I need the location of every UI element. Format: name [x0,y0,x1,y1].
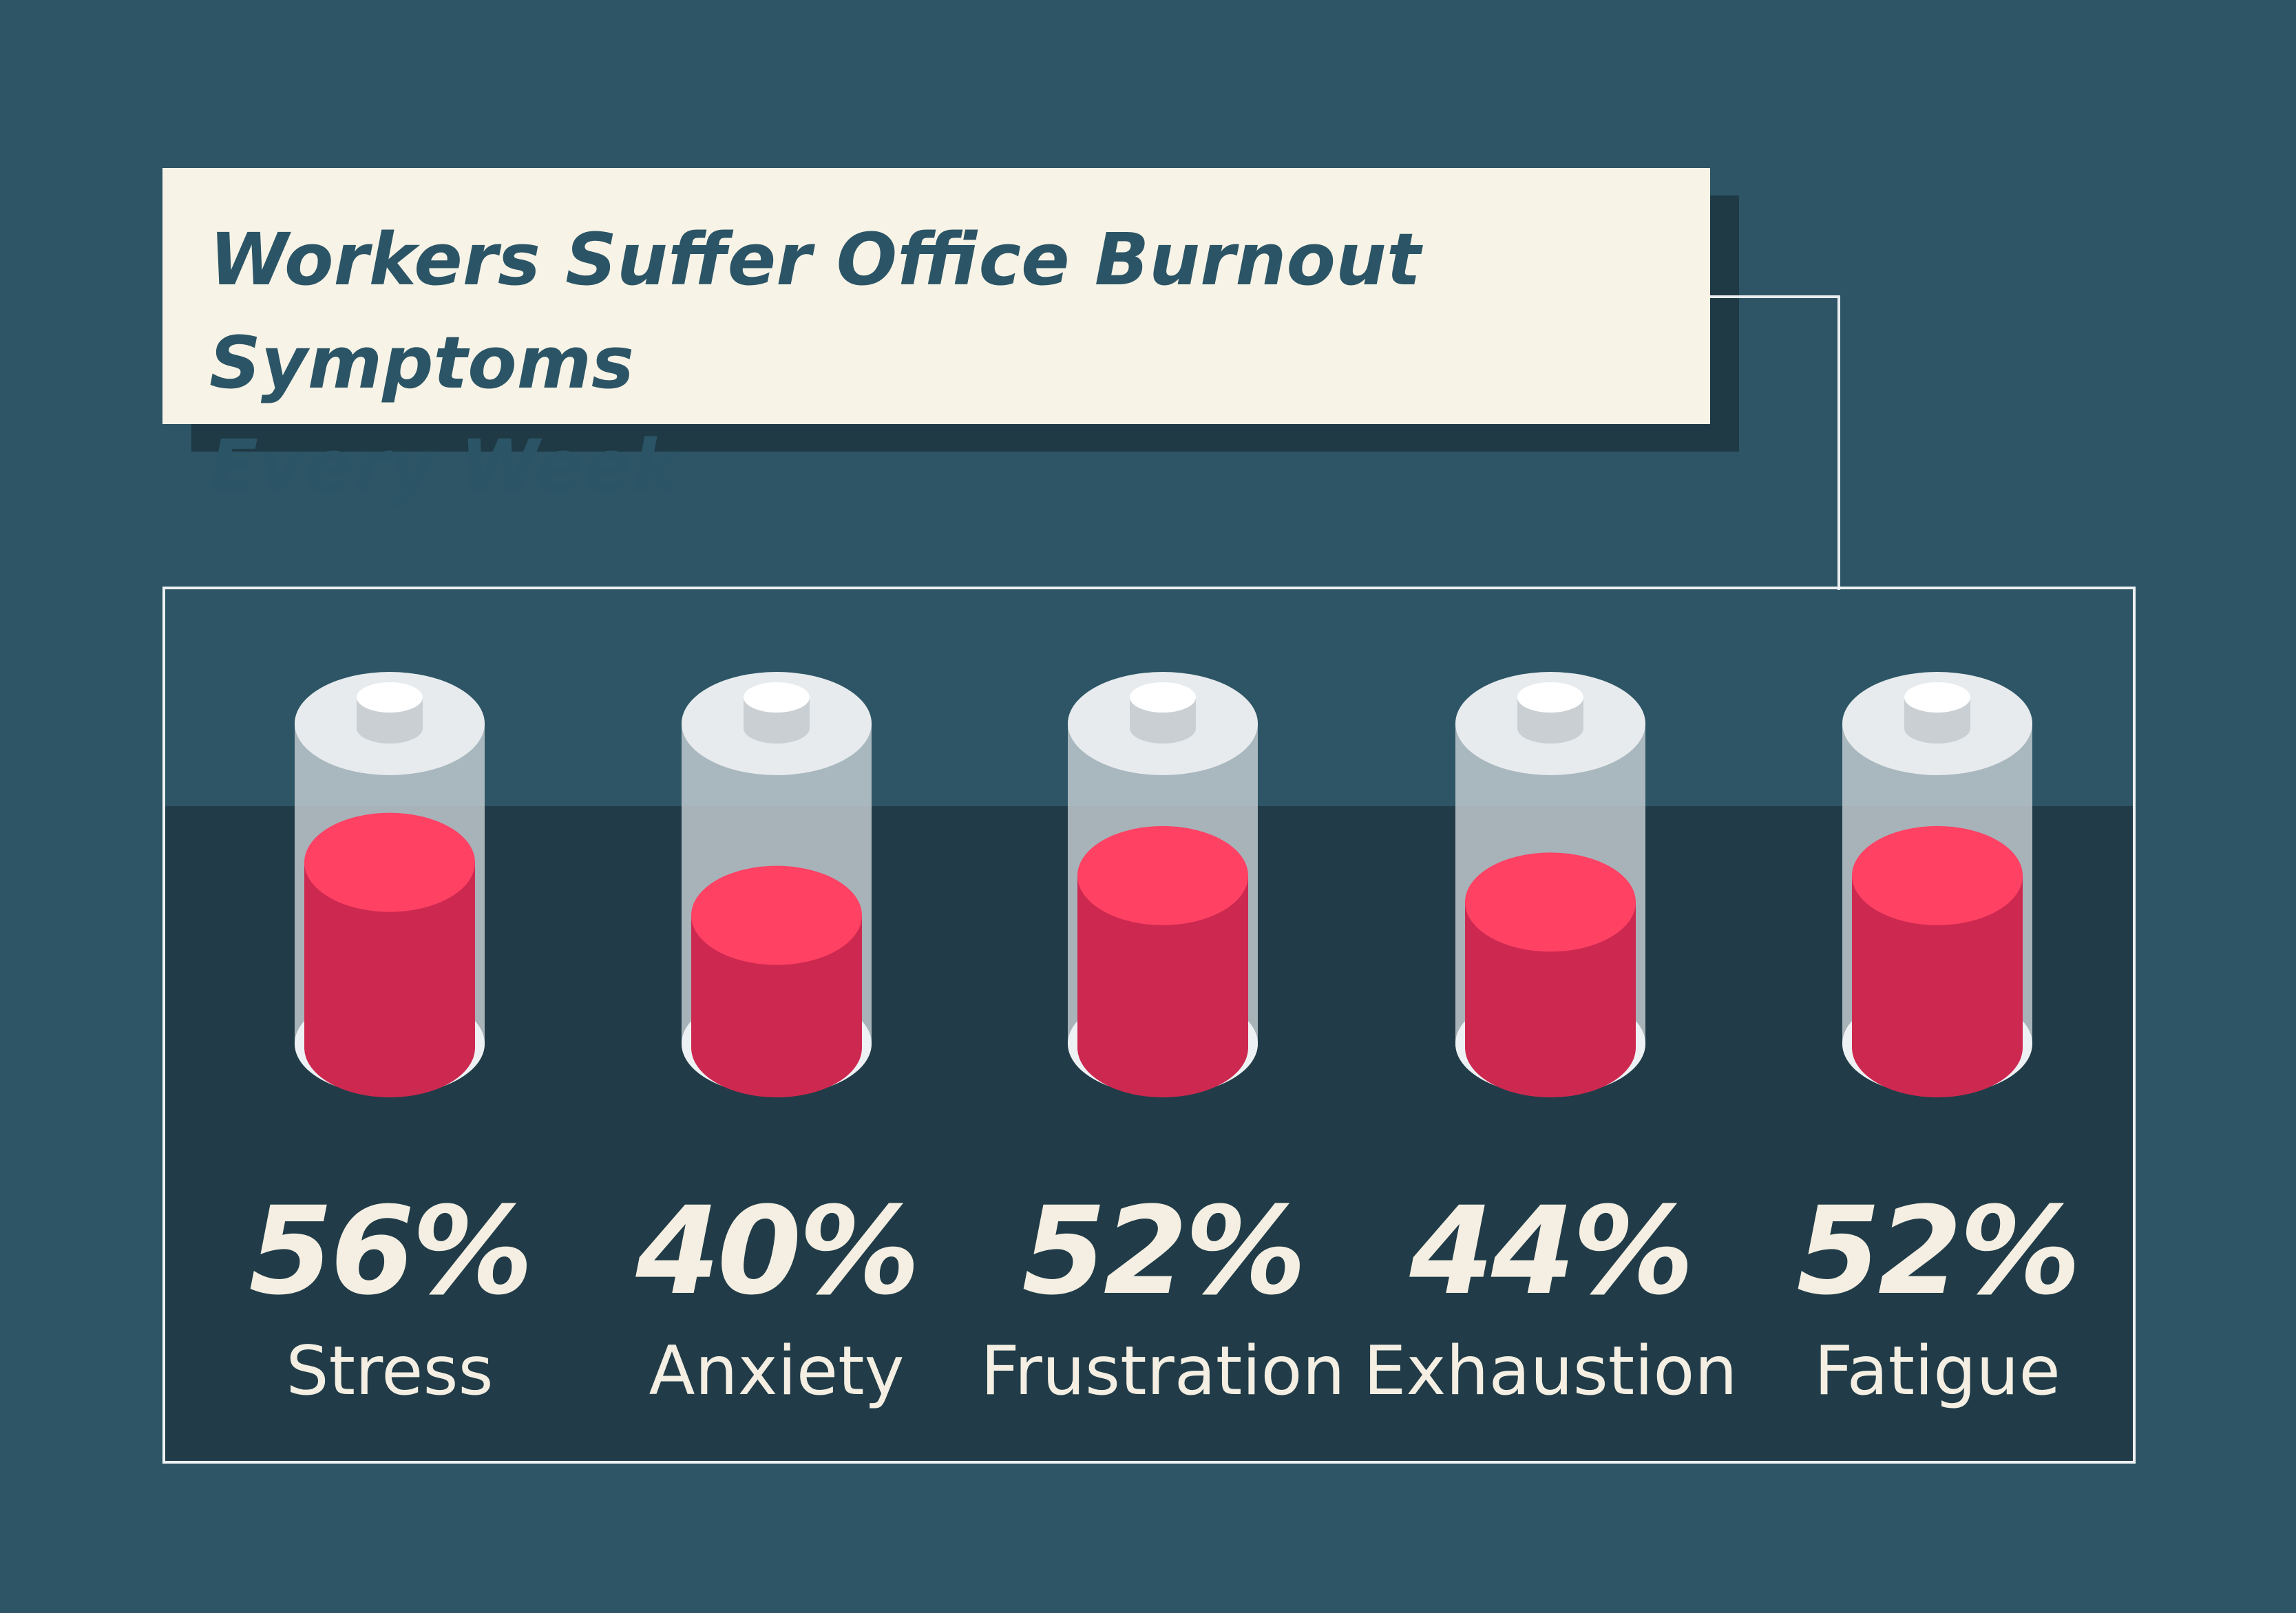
battery-fill-top-fatigue [1852,825,2023,925]
battery-fill-top-exhaustion [1465,852,1636,952]
title-box: Workers Suffer Office Burnout Symptoms E… [162,168,1710,508]
chart-title-line-1: Workers Suffer Office Burnout Symptoms [209,218,1421,405]
battery-fill-frustration [1077,875,1248,1097]
connector-line-horizontal [1710,295,1840,298]
chart-title-line-2: Every Week [209,424,680,508]
category-label-anxiety: Anxiety [649,1332,905,1411]
chart-title: Workers Suffer Office Burnout Symptoms E… [209,208,1586,518]
category-label-stress: Stress [286,1332,494,1411]
battery-terminal-top-fatigue [1904,682,1970,713]
category-label-frustration: Frustration [980,1332,1345,1411]
battery-terminal-top-frustration [1130,682,1196,713]
value-label-fatigue: 52% [1796,1181,2081,1322]
battery-fill-top-stress [304,812,475,912]
connector-line-vertical [1837,295,1840,590]
battery-fill-anxiety [691,915,862,1097]
value-label-frustration: 52% [1022,1181,1306,1322]
battery-fill-stress [304,862,475,1097]
value-label-exhaustion: 44% [1409,1181,1694,1322]
battery-fill-exhaustion [1465,902,1636,1097]
battery-terminal-top-exhaustion [1517,682,1583,713]
category-label-exhaustion: Exhaustion [1363,1332,1738,1411]
value-label-anxiety: 40% [635,1181,920,1322]
battery-terminal-top-anxiety [744,682,810,713]
battery-fill-fatigue [1852,875,2023,1097]
battery-fill-top-anxiety [691,865,862,965]
value-label-stress: 56% [249,1181,533,1322]
battery-terminal-top-stress [357,682,423,713]
battery-fill-top-frustration [1077,825,1248,925]
chart-panel-frame [162,587,2136,1464]
category-label-fatigue: Fatigue [1814,1332,2061,1411]
